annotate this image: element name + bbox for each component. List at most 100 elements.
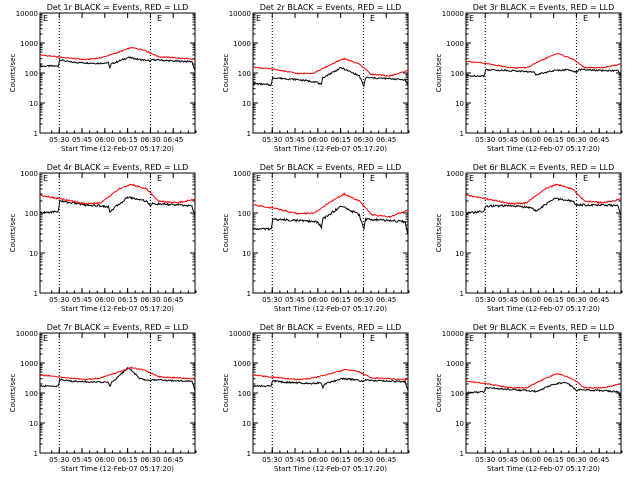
y-tick-label: 100 [238,70,251,78]
y-tick-label: 1000 [446,360,464,368]
x-axis-label: Start Time (12-Feb-07 05:17:20) [487,145,600,153]
marker-label-e-left: E [256,334,261,343]
chart-title: Det 8r BLACK = Events, RED = LLD [260,323,402,332]
x-tick-label: 05:45 [285,136,305,144]
y-axis-label: Counts/sec [9,374,17,413]
series-lld-red [465,373,622,389]
y-tick-label: 10 [242,100,251,108]
x-tick-label: 06:30 [566,456,586,464]
x-tick-label: 06:15 [544,136,564,144]
chart-title: Det 7r BLACK = Events, RED = LLD [47,323,189,332]
chart-title: Det 4r BLACK = Events, RED = LLD [47,163,189,172]
series-events-black [252,377,409,391]
marker-label-e: E [157,174,162,183]
x-tick-label: 06:30 [566,136,586,144]
x-tick-label: 06:30 [140,296,160,304]
x-axis-label: Start Time (12-Feb-07 05:17:20) [61,145,174,153]
x-axis-label: Start Time (12-Feb-07 05:17:20) [274,145,387,153]
x-tick-label: 05:30 [475,296,495,304]
y-tick-label: 1 [247,290,251,298]
panel-det-6r: Det 6r BLACK = Events, RED = LLD 1 10 100 10… [435,163,623,313]
x-tick-label: 06:45 [163,296,183,304]
plot-frame [39,332,196,454]
marker-label-e-left: E [469,14,474,23]
plot-frame [465,172,622,294]
x-tick-label: 05:45 [285,296,305,304]
series-lld-red [39,366,196,381]
x-tick-label: 06:15 [118,456,138,464]
x-axis-label: Start Time (12-Feb-07 05:17:20) [274,305,387,313]
x-tick-label: 06:00 [95,136,115,144]
y-axis-label: Counts/sec [222,54,230,93]
marker-label-e: E [370,14,375,23]
plot-frame [252,332,409,454]
series-lld-red [252,192,409,219]
y-axis-label: Counts/sec [435,214,443,253]
y-tick-label: 1 [460,130,464,138]
y-axis-label: Counts/sec [222,214,230,253]
x-tick-label: 06:00 [521,136,541,144]
x-tick-label: 05:45 [498,456,518,464]
x-tick-label: 06:00 [95,456,115,464]
x-tick-label: 06:15 [331,296,351,304]
x-tick-label: 06:45 [589,456,609,464]
x-tick-label: 06:15 [118,136,138,144]
marker-label-e: E [370,334,375,343]
x-tick-label: 06:15 [331,136,351,144]
y-tick-label: 1 [460,290,464,298]
series-lld-red [39,46,196,61]
y-tick-label: 10000 [442,330,464,338]
y-tick-label: 1000 [20,40,38,48]
x-axis-label: Start Time (12-Feb-07 05:17:20) [274,465,387,473]
x-tick-label: 06:45 [589,136,609,144]
marker-label-e: E [583,14,588,23]
x-tick-label: 05:30 [262,456,282,464]
series-lld-red [252,57,409,77]
y-tick-label: 10000 [229,330,251,338]
x-axis-label: Start Time (12-Feb-07 05:17:20) [61,305,174,313]
y-tick-label: 10000 [16,330,38,338]
y-tick-label: 10000 [16,10,38,18]
series-lld-red [39,183,196,205]
marker-label-e-left: E [469,174,474,183]
y-tick-label: 1 [247,130,251,138]
x-tick-label: 06:45 [376,296,396,304]
y-tick-label: 1 [34,130,38,138]
y-tick-label: 10 [29,420,38,428]
y-tick-label: 10 [29,100,38,108]
marker-label-e: E [583,334,588,343]
panel-det-3r: Det 3r BLACK = Events, RED = LLD 1 10 100 10… [435,3,623,153]
x-tick-label: 06:45 [163,136,183,144]
chart-title: Det 2r BLACK = Events, RED = LLD [260,3,402,12]
y-tick-label: 10000 [229,10,251,18]
x-tick-label: 06:00 [308,296,328,304]
x-tick-label: 06:15 [544,456,564,464]
x-tick-label: 06:30 [353,296,373,304]
series-events-black [466,68,622,78]
panel-det-4r: Det 4r BLACK = Events, RED = LLD 1 10 100 10… [9,163,197,313]
x-tick-label: 06:00 [95,296,115,304]
y-tick-label: 10 [242,250,251,258]
x-tick-label: 06:45 [376,456,396,464]
y-tick-label: 1000 [233,170,251,178]
chart-title: Det 1r BLACK = Events, RED = LLD [47,3,189,12]
x-tick-label: 05:30 [475,456,495,464]
y-tick-label: 1 [247,450,251,458]
series-events-black [252,205,409,236]
x-tick-label: 05:45 [498,136,518,144]
y-tick-label: 10 [242,420,251,428]
x-tick-label: 05:45 [72,136,92,144]
y-tick-label: 100 [238,210,251,218]
series-events-black [465,197,622,215]
marker-label-e-left: E [43,14,48,23]
x-tick-label: 05:45 [285,456,305,464]
x-tick-label: 05:30 [49,136,69,144]
y-tick-label: 100 [25,210,38,218]
plot-frame [39,12,196,134]
marker-label-e-left: E [256,14,261,23]
x-tick-label: 06:30 [140,136,160,144]
x-tick-label: 06:30 [353,456,373,464]
x-tick-label: 06:45 [376,136,396,144]
y-axis-label: Counts/sec [9,214,17,253]
x-tick-label: 06:15 [331,456,351,464]
